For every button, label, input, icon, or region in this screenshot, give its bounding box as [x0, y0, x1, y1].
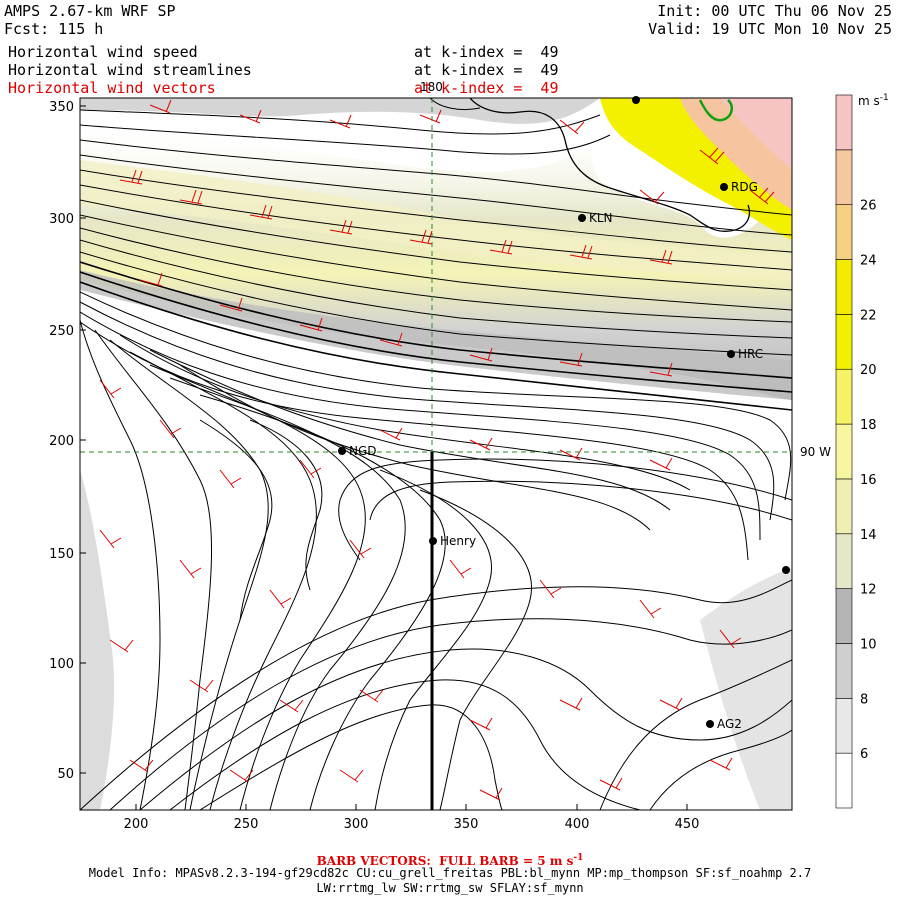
colorbar-label: 6	[860, 747, 868, 762]
colorbar-swatch	[835, 368, 853, 425]
colorbar-label: 8	[860, 692, 868, 707]
station-edge[interactable]	[782, 566, 790, 574]
colorbar-swatch	[835, 423, 853, 480]
station-ngd[interactable]: NGD	[338, 444, 377, 458]
x-tick-label: 400	[565, 817, 590, 832]
colorbar-swatch	[835, 643, 853, 699]
station-rdg[interactable]: RDG	[720, 180, 758, 194]
x-tick-label: 250	[234, 817, 259, 832]
y-tick-label: 100	[49, 657, 74, 672]
valid-time: Valid: 19 UTC Mon 10 Nov 25	[648, 20, 892, 38]
colorbar-label: 12	[860, 583, 877, 598]
colorbar-label: 24	[860, 254, 877, 269]
field-3-name: Horizontal wind vectors	[8, 79, 216, 97]
meridian-label: 180	[420, 80, 443, 94]
stations: RDG KLN HRC NGD Henry AG2	[338, 96, 790, 731]
station-hrc-label: HRC	[738, 347, 763, 361]
station-kln-label: KLN	[589, 211, 613, 225]
station-kln[interactable]: KLN	[578, 211, 613, 225]
x-tick-label: 300	[344, 817, 369, 832]
physics-info: LW:rrtmg_lw SW:rrtmg_sw SFLAY:sf_mynn	[316, 881, 584, 895]
colorbar-label: 16	[860, 473, 877, 488]
colorbar-label: 22	[860, 308, 877, 323]
y-tick-label: 300	[49, 212, 74, 227]
parallel-label: 90 W	[800, 445, 831, 459]
model-title: AMPS 2.67-km WRF SP	[4, 2, 176, 20]
field-3-level: at k-index = 49	[414, 79, 559, 97]
y-tick-label: 250	[49, 324, 74, 339]
plot-frame	[79, 97, 793, 811]
init-time: Init: 00 UTC Thu 06 Nov 25	[657, 2, 892, 20]
colorbar-swatch	[835, 259, 853, 315]
colorbar-swatch	[835, 478, 853, 535]
colorbar-label: 20	[860, 363, 877, 378]
station-hrc[interactable]: HRC	[727, 347, 763, 361]
wind-barbs	[99, 99, 775, 801]
y-tick-label: 50	[57, 767, 74, 782]
field-2-name: Horizontal wind streamlines	[8, 61, 252, 79]
colorbar-swatch	[835, 94, 853, 151]
station-ag2[interactable]: AG2	[706, 717, 742, 731]
colorbar-swatch	[835, 698, 853, 754]
field-1-level: at k-index = 49	[414, 43, 559, 61]
colorbar-swatch	[835, 314, 853, 370]
colorbar-swatch	[835, 149, 853, 205]
axis-ticks	[80, 105, 688, 810]
x-tick-label: 450	[675, 817, 700, 832]
colorbar: 6 8 10 12 14 16 18 20 22 24 26 m s-1	[835, 93, 889, 809]
y-tick-label: 150	[49, 547, 74, 562]
field-2-level: at k-index = 49	[414, 61, 559, 79]
barb-note: BARB VECTORS: FULL BARB = 5 m s-1	[316, 853, 584, 868]
model-info: Model Info: MPASv8.2.3-194-gf29cd82c CU:…	[88, 866, 812, 880]
colorbar-label: 18	[860, 418, 877, 433]
y-tick-label: 200	[49, 434, 74, 449]
y-tick-label: 350	[49, 100, 74, 115]
station-ngd-label: NGD	[349, 444, 377, 458]
colorbar-label: 10	[860, 637, 877, 652]
colorbar-label: 26	[860, 199, 877, 214]
x-tick-label: 200	[124, 817, 149, 832]
field-1-name: Horizontal wind speed	[8, 43, 198, 61]
station-rdg-label: RDG	[731, 180, 758, 194]
colorbar-label: 14	[860, 528, 877, 543]
colorbar-swatch	[835, 533, 853, 589]
station-henry-label: Henry	[440, 534, 476, 548]
colorbar-swatch	[835, 204, 853, 260]
y-axis-labels: 50 100 150 200 250 300 350	[49, 100, 74, 782]
station-lit[interactable]	[632, 96, 640, 104]
colorbar-swatch	[835, 588, 853, 644]
wind-speed-shading	[80, 98, 792, 810]
forecast-hour: Fcst: 115 h	[4, 20, 104, 38]
station-henry[interactable]: Henry	[429, 534, 476, 548]
colorbar-swatch	[835, 752, 853, 809]
x-axis-labels: 200 250 300 350 400 450	[124, 817, 700, 832]
colorbar-unit: m s-1	[858, 93, 889, 108]
streamlines	[80, 98, 792, 810]
x-tick-label: 350	[454, 817, 479, 832]
station-ag2-label: AG2	[717, 717, 742, 731]
